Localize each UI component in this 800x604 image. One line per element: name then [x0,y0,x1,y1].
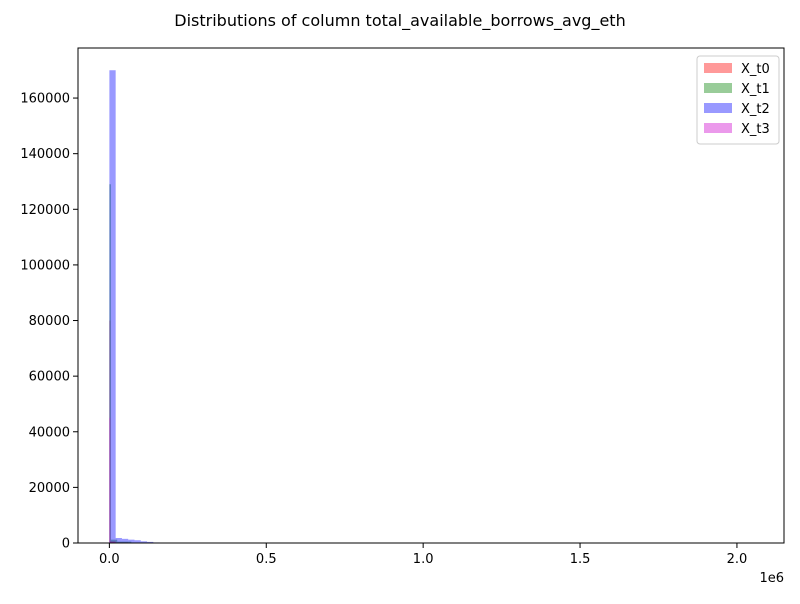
legend-swatch-X_t3 [704,123,732,133]
y-tick-label-4: 80000 [29,314,70,329]
bar-X_t2-3 [128,540,134,543]
plot-frame [78,48,784,543]
bar-X_t2-2 [122,539,128,543]
chart-title: Distributions of column total_available_… [174,11,625,31]
y-axis: 0 20000 40000 60000 80000 100000 120000 140000 1… [20,92,78,552]
y-tick-label-1: 20000 [29,481,70,496]
y-tick-label-2: 40000 [29,425,70,440]
y-tick-label-0: 0 [62,537,70,552]
bar-X_t2-1 [116,538,122,543]
series-X_t1 [109,184,153,543]
y-tick-label-3: 60000 [29,370,70,385]
bars-layer [109,70,159,543]
y-tick-label-8: 160000 [20,92,70,107]
y-tick-label-6: 120000 [20,203,70,218]
bar-X_t2-0 [109,70,115,543]
x-tick-label-4: 2.0 [727,552,748,567]
legend-swatch-X_t1 [704,83,732,93]
legend-label-X_t0: X_t0 [741,62,770,77]
x-tick-label-0: 0.0 [99,552,120,567]
x-tick-label-2: 1.0 [413,552,434,567]
legend-swatch-X_t0 [704,63,732,73]
series-X_t2 [109,70,159,543]
x-axis: 0.0 0.5 1.0 1.5 2.0 [99,543,747,567]
legend-label-X_t3: X_t3 [741,122,770,137]
x-tick-label-3: 1.5 [570,552,591,567]
legend-label-X_t1: X_t1 [741,82,770,97]
legend: X_t0 X_t1 X_t2 X_t3 [697,56,779,144]
y-tick-label-5: 100000 [20,258,70,273]
x-tick-label-1: 0.5 [256,552,277,567]
bar-X_t3-0 [109,418,110,543]
legend-label-X_t2: X_t2 [741,102,770,117]
legend-swatch-X_t2 [704,103,732,113]
x-axis-offset-label: 1e6 [759,571,784,586]
y-tick-label-7: 140000 [20,147,70,162]
